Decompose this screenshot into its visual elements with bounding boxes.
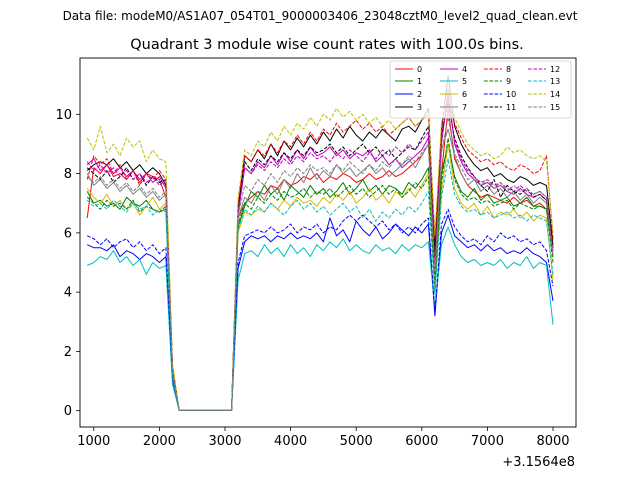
- legend-label-10: 10: [506, 90, 516, 99]
- y-tick-label: 8: [64, 167, 72, 182]
- legend-label-7: 7: [462, 103, 467, 112]
- legend-label-1: 1: [417, 77, 422, 86]
- y-tick-label: 6: [64, 226, 72, 241]
- figure-suptitle: Data file: modeM0/AS1A07_054T01_90000034…: [63, 9, 578, 23]
- legend-label-6: 6: [462, 90, 467, 99]
- legend-label-8: 8: [506, 65, 511, 74]
- series-line-10: [86, 208, 554, 411]
- y-tick-label: 2: [64, 345, 72, 360]
- legend-label-0: 0: [417, 65, 422, 74]
- y-tick-label: 4: [64, 286, 72, 301]
- series-line-1: [86, 143, 554, 411]
- x-tick-label: 3000: [208, 434, 241, 449]
- series-line-5: [86, 226, 554, 411]
- x-axis-offset-label: +3.1564e8: [502, 455, 575, 470]
- series-line-6: [86, 143, 554, 411]
- legend-label-5: 5: [462, 77, 467, 86]
- plot-area-frame: [79, 57, 577, 428]
- legend-frame: [389, 60, 572, 119]
- x-tick-label: 4000: [274, 434, 307, 449]
- legend-label-11: 11: [506, 103, 516, 112]
- y-tick-label: 0: [64, 404, 72, 419]
- x-tick-label: 2000: [143, 434, 176, 449]
- legend-label-13: 13: [550, 77, 560, 86]
- legend-label-14: 14: [550, 90, 560, 99]
- y-axis: 0 2 4 6 8 10: [55, 108, 80, 419]
- x-tick-label: 5000: [340, 434, 373, 449]
- legend-label-9: 9: [506, 77, 511, 86]
- legend-label-3: 3: [417, 103, 422, 112]
- series-line-7: [86, 128, 554, 411]
- series-line-13: [86, 158, 554, 411]
- x-axis: 1000 2000 3000 4000 5000 6000 7000 8000: [77, 427, 570, 449]
- legend-label-2: 2: [417, 90, 422, 99]
- series-line-14: [86, 87, 554, 411]
- series-line-9: [86, 137, 554, 411]
- series-line-8: [86, 99, 554, 411]
- series-line-3: [86, 75, 554, 411]
- series-line-2: [86, 214, 554, 411]
- x-tick-label: 8000: [536, 434, 569, 449]
- series-line-12: [86, 96, 554, 411]
- legend-label-12: 12: [550, 65, 560, 74]
- legend-label-15: 15: [550, 103, 560, 112]
- series-layer: [86, 75, 554, 411]
- legend-label-4: 4: [462, 65, 467, 74]
- series-line-15: [86, 116, 554, 411]
- x-tick-label: 7000: [471, 434, 504, 449]
- chart-title: Quadrant 3 module wise count rates with …: [130, 37, 524, 53]
- x-tick-label: 1000: [77, 434, 110, 449]
- y-tick-label: 10: [55, 108, 72, 123]
- x-tick-label: 6000: [405, 434, 438, 449]
- series-line-0: [86, 107, 554, 411]
